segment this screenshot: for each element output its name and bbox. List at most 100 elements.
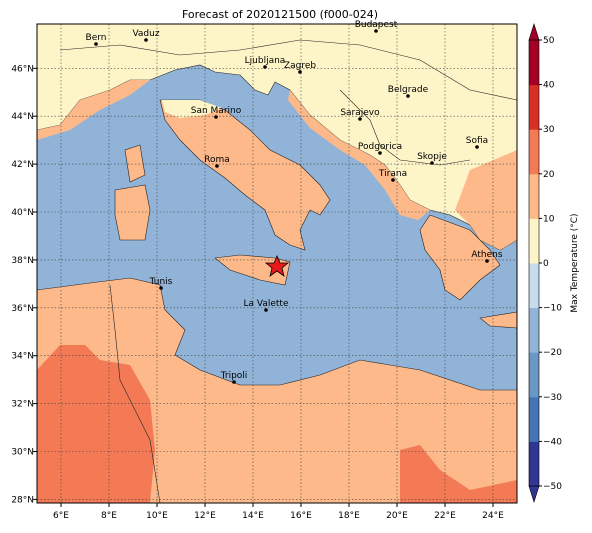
colorbar-tick-label: 30 <box>543 125 555 135</box>
location-star <box>264 254 290 277</box>
sardinia <box>114 184 151 241</box>
greece <box>419 214 501 301</box>
colorbar-tick-label: 50 <box>543 36 555 46</box>
city-dot <box>430 161 434 165</box>
city-dot <box>263 65 267 69</box>
city-label: Podgorica <box>358 142 402 152</box>
city-label: Sarajevo <box>340 108 380 118</box>
lon-tick-label: 22°E <box>434 511 456 521</box>
colorbar-extend-low <box>528 485 540 504</box>
lon-tick-label: 16°E <box>290 511 312 521</box>
colorbar-bin <box>529 84 539 130</box>
colorbar-bin <box>529 129 539 175</box>
lon-tick-label: 6°E <box>53 511 69 521</box>
po-valley <box>162 100 222 118</box>
city-dot <box>214 115 218 119</box>
colorbar-bin <box>529 441 539 487</box>
colorbar-tick-label: −50 <box>543 482 562 492</box>
crete-islands <box>479 311 517 329</box>
city-dot <box>264 308 268 312</box>
colorbar-tick-label: −40 <box>543 437 562 447</box>
lat-tick-label: 42°N <box>11 160 34 170</box>
lat-tick-label: 30°N <box>11 448 34 458</box>
lat-tick-label: 46°N <box>11 64 34 74</box>
lon-tick-label: 24°E <box>482 511 504 521</box>
colorbar-tick-label: −10 <box>543 304 562 314</box>
city-dot <box>358 117 362 121</box>
colorbar-tick-label: 20 <box>543 170 555 180</box>
lat-tick-label: 38°N <box>11 256 34 266</box>
borders <box>59 39 517 101</box>
city-dot <box>475 145 479 149</box>
colorbar-tick-label: 0 <box>543 259 549 269</box>
city-dot <box>374 29 378 33</box>
city-label: Tirana <box>378 169 407 179</box>
colorbar-bin <box>529 307 539 353</box>
colorbar-label: Max Temperature (°C) <box>570 213 580 312</box>
corsica <box>124 144 146 183</box>
hot-area-east <box>400 445 517 503</box>
city-dot <box>94 42 98 46</box>
lat-tick-label: 34°N <box>11 352 34 362</box>
colorbar-tick-label: 10 <box>543 214 555 224</box>
lon-tick-label: 14°E <box>242 511 264 521</box>
map-frame <box>36 23 518 504</box>
lat-tick-label: 28°N <box>11 495 34 505</box>
borders <box>109 284 161 503</box>
city-label: Sofia <box>466 136 488 146</box>
title: Forecast of 2020121500 (f000-024) <box>182 8 378 21</box>
colorbar-bin <box>529 263 539 309</box>
city-label: La Valette <box>244 299 289 309</box>
city-dot <box>485 259 489 263</box>
africa <box>37 277 517 503</box>
colorbar-bin <box>529 396 539 442</box>
colorbar: −50 −40 −30 −20 −10 0 10 20 30 40 50 Max Temperatur… <box>528 22 580 504</box>
hot-area-west <box>37 345 155 503</box>
city-label: Roma <box>204 155 230 165</box>
lat-tick-label: 36°N <box>11 304 34 314</box>
adriatic-coast <box>288 90 430 220</box>
colorbar-tick-label: −30 <box>543 393 562 403</box>
city-label: Ljubljana <box>245 56 286 66</box>
city-label: Tunis <box>149 277 173 287</box>
city-dot <box>298 70 302 74</box>
city-dot <box>378 151 382 155</box>
sicily <box>214 254 291 286</box>
italy <box>159 99 331 251</box>
lat-tick-label: 40°N <box>11 208 34 218</box>
lon-tick-label: 10°E <box>146 511 168 521</box>
city-label: San Marino <box>191 106 242 116</box>
colorbar-tick-label: −20 <box>543 348 562 358</box>
city-dot <box>215 164 219 168</box>
city-label: Tripoli <box>220 371 248 381</box>
city-dot <box>232 380 236 384</box>
city-dot <box>159 286 163 290</box>
lon-tick-label: 8°E <box>101 511 117 521</box>
colorbar-bin <box>529 218 539 264</box>
city-dot <box>406 94 410 98</box>
colorbar-bin <box>529 352 539 398</box>
graticule: 6°E 8°E 10°E 12°E 14°E 16°E 18°E 20°E 22°E 24°E 28… <box>11 24 517 521</box>
colorbar-bin <box>529 173 539 219</box>
west-coast <box>37 80 150 140</box>
colorbar-extend-high <box>528 22 540 41</box>
city-label: Bern <box>86 33 107 43</box>
lon-tick-label: 20°E <box>386 511 408 521</box>
colorbar-tick-label: 40 <box>543 81 555 91</box>
city-label: Zagreb <box>284 61 316 71</box>
city-label: Belgrade <box>388 85 429 95</box>
city-dot <box>391 178 395 182</box>
east-land <box>455 150 517 250</box>
lat-tick-label: 32°N <box>11 400 34 410</box>
lat-tick-label: 44°N <box>11 112 34 122</box>
city-label: Vaduz <box>132 29 159 39</box>
lon-tick-label: 18°E <box>338 511 360 521</box>
colorbar-bin <box>529 40 539 86</box>
city-label: Skopje <box>417 152 447 162</box>
lon-tick-label: 12°E <box>194 511 216 521</box>
city-dot <box>144 38 148 42</box>
city-label: Budapest <box>355 20 398 30</box>
city-label: Athens <box>471 250 502 260</box>
